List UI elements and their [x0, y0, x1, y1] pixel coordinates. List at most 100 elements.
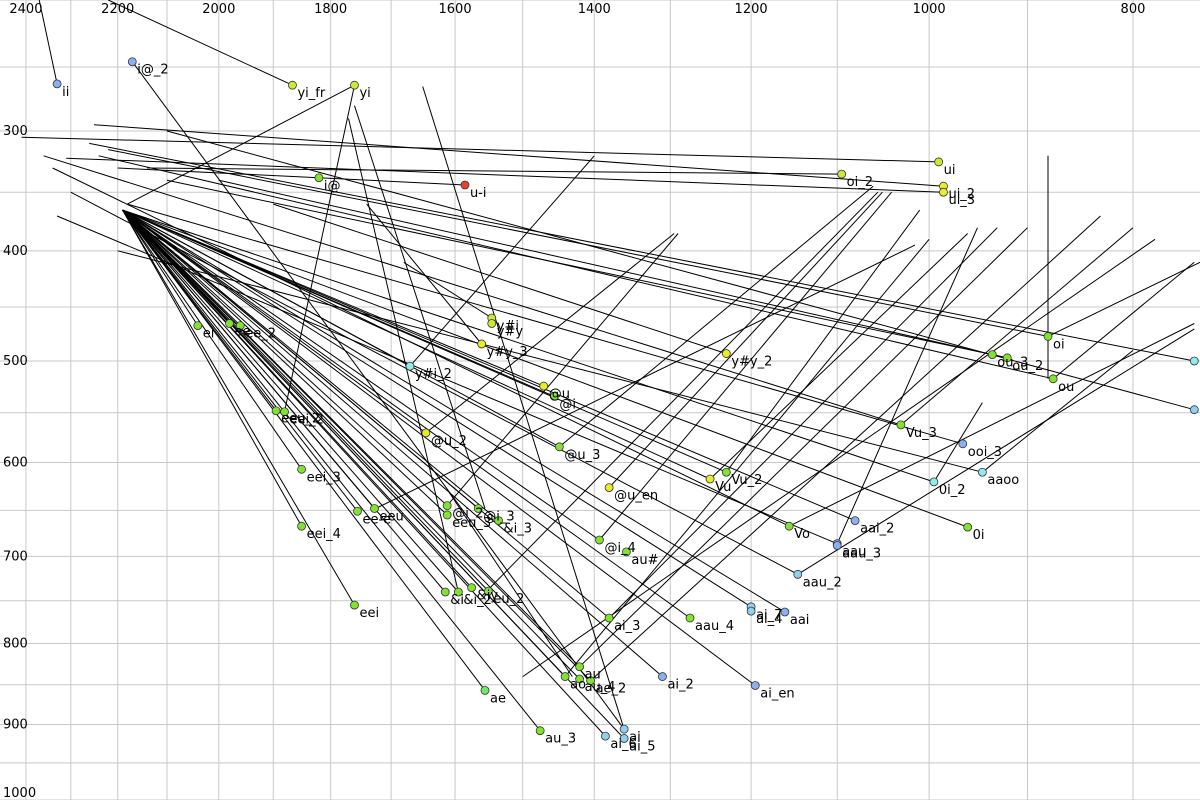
- data-point: [721, 467, 731, 477]
- data-point: [939, 187, 948, 197]
- trajectory-line: [117, 250, 983, 473]
- trajectory-line: [348, 118, 459, 593]
- point-label: yi_fr: [297, 86, 325, 101]
- trajectory-line: [446, 233, 679, 506]
- trajectory-line: [797, 328, 1195, 575]
- trajectory-line: [122, 209, 355, 606]
- data-point: [832, 541, 842, 550]
- trajectory-line: [122, 209, 752, 608]
- trajectory-line: [559, 185, 874, 448]
- point-label: aai: [790, 613, 810, 628]
- data-point: [685, 613, 695, 623]
- data-point: [453, 587, 463, 597]
- trajectory-line: [70, 191, 799, 575]
- point-label: eu_2: [493, 592, 524, 607]
- trajectory-line: [375, 244, 916, 509]
- data-point: [480, 685, 490, 695]
- data-point: [784, 521, 794, 531]
- x-tick-label: 1600: [439, 2, 472, 17]
- trajectory-line: [122, 209, 541, 732]
- data-point: [405, 361, 415, 371]
- data-point: [494, 516, 503, 526]
- data-point: [586, 676, 595, 686]
- point-label: ooi_3: [968, 445, 1002, 460]
- data-point: [225, 319, 234, 328]
- axis-tick-labels: 2400 2200 2000 1800 1600 1400 1200 1000 800 300 40…: [3, 2, 1145, 800]
- trajectory-line: [122, 209, 727, 473]
- point-label: yi: [359, 86, 370, 101]
- trajectory-line: [1052, 261, 1195, 380]
- data-point: [350, 80, 359, 90]
- point-label: Vu: [715, 480, 731, 495]
- point-label: eeu_3: [452, 516, 491, 531]
- data-point: [370, 504, 379, 513]
- point-label: @i_4: [604, 541, 635, 556]
- point-label: y#y_2: [731, 355, 772, 370]
- data-point: [52, 79, 62, 89]
- y-tick-label: 800: [3, 636, 28, 651]
- data-point: [560, 672, 570, 681]
- data-point: [977, 467, 987, 477]
- data-point: [958, 439, 968, 449]
- data-point: [477, 339, 487, 349]
- trajectory-line: [127, 203, 963, 445]
- trajectory-line: [425, 233, 675, 434]
- data-point: [746, 606, 756, 616]
- point-label: ui_2: [948, 187, 975, 202]
- data-point: [621, 547, 631, 557]
- point-label: ai_6: [610, 737, 636, 752]
- data-point: [539, 381, 549, 391]
- point-label: aai_2: [860, 522, 894, 537]
- trajectory-line: [122, 209, 486, 691]
- trajectory-line: [608, 191, 883, 488]
- trajectory-line: [66, 157, 944, 193]
- trajectory-line: [709, 233, 969, 480]
- x-tick-label: 2200: [101, 2, 134, 17]
- data-point: [963, 522, 973, 532]
- trajectory-line: [89, 142, 1195, 362]
- data-point: [619, 734, 629, 743]
- point-label: eeu: [379, 509, 403, 524]
- data-point: [780, 607, 790, 617]
- point-label: Vo: [794, 527, 810, 542]
- point-label: ui_3: [948, 193, 975, 208]
- trajectory-line: [122, 209, 459, 593]
- point-label: &iy: [477, 589, 499, 604]
- point-label: u-i: [470, 186, 487, 201]
- y-tick-label: 500: [3, 354, 28, 369]
- trajectory-line: [284, 85, 355, 412]
- data-point: [595, 535, 604, 545]
- x-tick-label: 1200: [735, 2, 768, 17]
- trajectory-line: [122, 209, 691, 619]
- data-point: [750, 681, 760, 690]
- point-label: @i_2: [452, 507, 483, 522]
- trajectory-line: [422, 86, 625, 730]
- trajectory-line: [122, 209, 591, 681]
- trajectory-line: [122, 209, 427, 434]
- y-tick-label: 600: [3, 456, 28, 471]
- trajectory-line: [93, 124, 944, 187]
- data-point: [442, 510, 452, 520]
- point-label: au_4: [585, 680, 616, 695]
- trajectory-line: [122, 209, 199, 326]
- data-point: [1043, 332, 1053, 341]
- point-label: ou_2: [1012, 359, 1043, 374]
- x-tick-label: 800: [1121, 2, 1146, 17]
- point-label: eei: [359, 606, 379, 621]
- data-point: [549, 392, 559, 401]
- point-label: eei_3: [307, 470, 341, 485]
- data-point: [721, 349, 731, 358]
- trajectory-line: [273, 203, 727, 355]
- data-point: [575, 662, 585, 672]
- point-label: ou: [1058, 380, 1074, 395]
- trajectory-line: [409, 155, 595, 367]
- trajectory-line: [122, 209, 756, 686]
- trajectory-line: [836, 227, 978, 544]
- trajectory-line: [354, 105, 486, 509]
- point-label: ai_2: [667, 678, 693, 693]
- x-tick-label: 1000: [913, 2, 946, 17]
- point-label: aaoo: [987, 473, 1019, 488]
- point-label: ai: [629, 730, 641, 745]
- y-tick-label: 300: [3, 124, 28, 139]
